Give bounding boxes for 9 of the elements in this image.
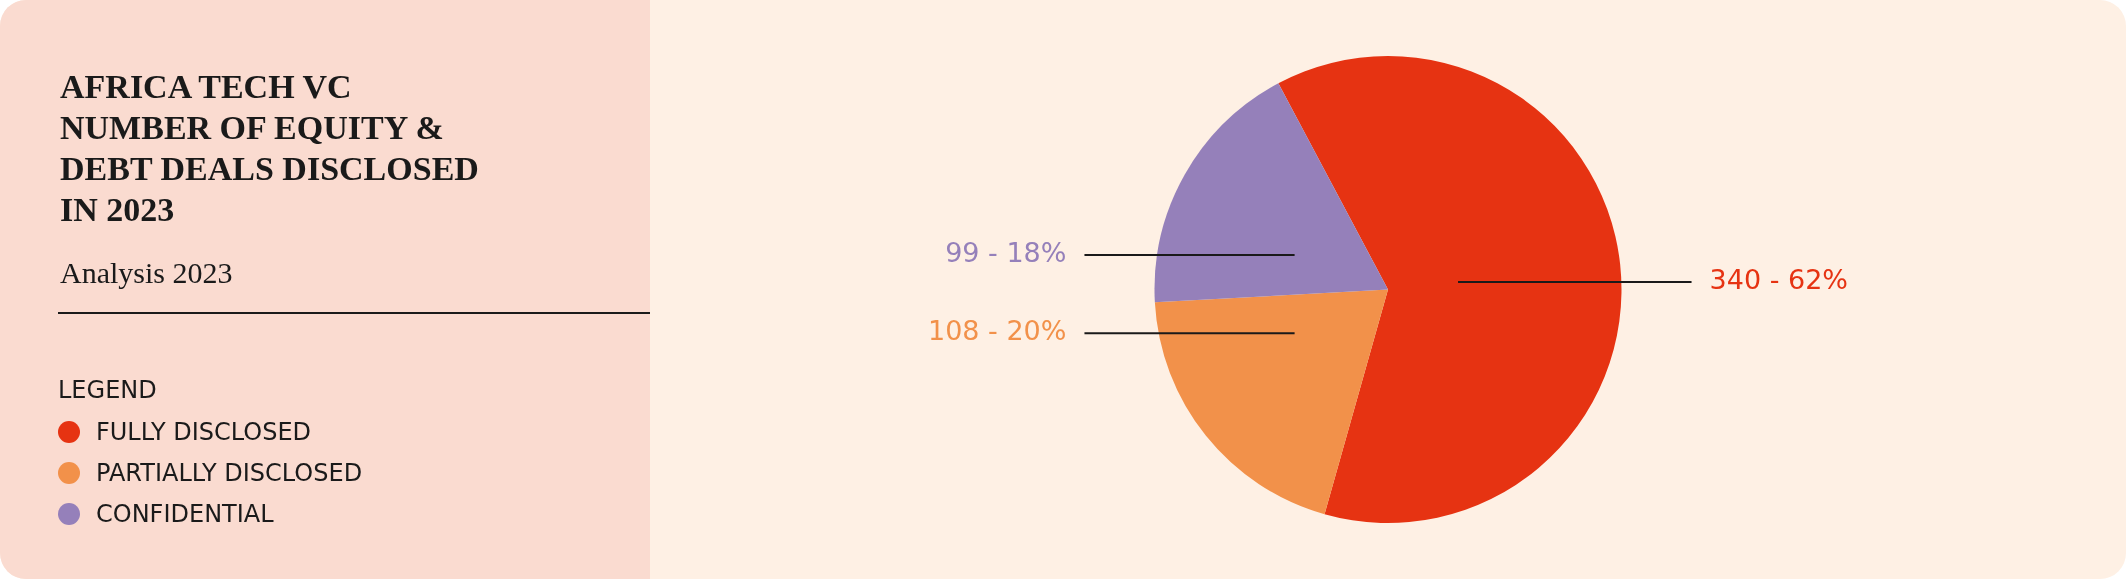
text: AFRICA TECH VC NUMBER OF EQUITY & DEBT DEALS DISCLOSED IN 2023: [60, 67, 480, 230]
legend-title: LEGEND: [58, 375, 158, 406]
legend-label: CONFIDENTIAL: [96, 499, 274, 528]
legend-label: FULLY DISCLOSED: [96, 417, 312, 446]
legend-label: PARTIALLY DISCLOSED: [96, 458, 363, 487]
data-label: 340 - 62%: [1709, 264, 1849, 296]
text: Analysis 2023: [60, 256, 233, 290]
data-label: 99 - 18%: [945, 237, 1067, 269]
data-label: 108 - 20%: [927, 315, 1067, 347]
